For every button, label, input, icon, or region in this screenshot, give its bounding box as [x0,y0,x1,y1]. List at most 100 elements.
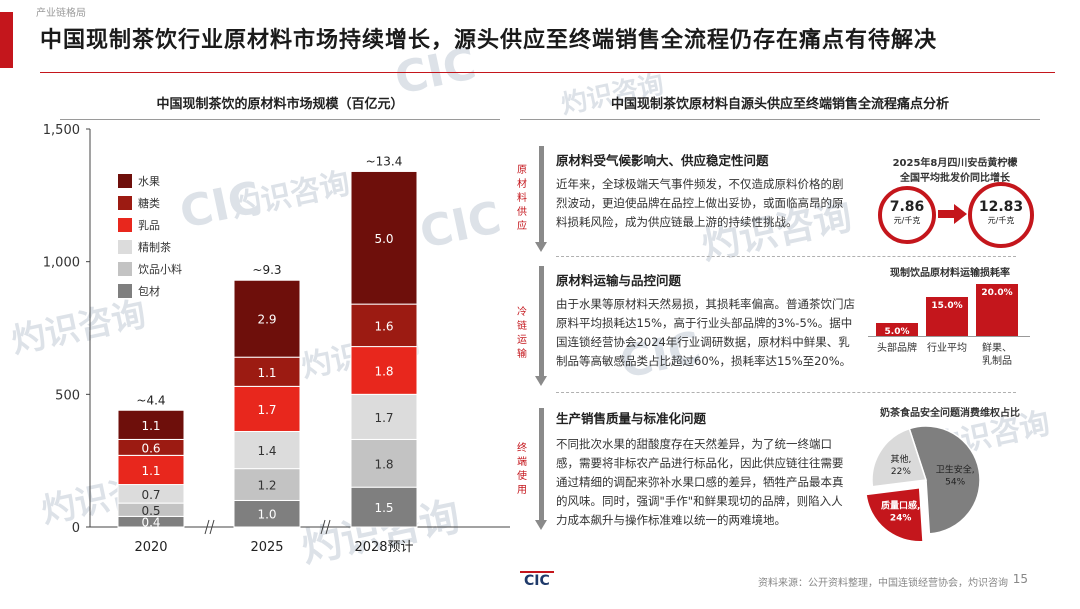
bar-segment-label: 5.0 [374,232,393,246]
legend-label: 精制茶 [138,241,171,254]
price-from-value: 7.86 [889,199,925,215]
bar-segment-精制茶 [350,393,418,440]
stage-label-supply: 原材料供应 [517,165,527,232]
page-title: 中国现制茶饮行业原材料市场持续增长，源头供应至终端销售全流程仍存在痛点有待解决 [40,28,938,53]
price-arrow-icon [938,204,967,224]
bar-segment-label: 1.1 [141,464,160,478]
bar-segment-label: 0.7 [141,488,160,502]
legend-swatch [118,284,132,298]
price-box-title: 2025年8月四川安岳黄柠檬 全国平均批发价同比增长 [892,158,1018,184]
bar-segment-label: 1.8 [374,364,393,378]
x-category-label: 2020 [134,540,167,555]
bar-segment-label: 0.5 [141,504,160,518]
bar-segment-label: 1.1 [257,366,276,380]
section-tag: 产业链格局 [36,8,86,19]
loss-bar-value: 20.0% [981,288,1013,298]
legend-label: 饮品小料 [138,263,182,276]
bar-segment-包材 [233,499,301,528]
right-panel-title: 中国现制茶饮原材料自源头供应至终端销售全流程痛点分析 [610,97,949,112]
pie-slice-label: 卫生安全, 54% [936,463,975,487]
loss-bar-value: 5.0% [884,327,910,337]
axis-break-mark [325,519,331,535]
axis-break-mark [209,519,215,535]
legend-item: 糖类 [118,192,208,214]
loss-bar-category: 鲜果、 乳制品 [982,343,1012,367]
legend-swatch [118,196,132,210]
loss-axis [868,336,1030,337]
legend-item: 乳品 [118,214,208,236]
pain-point-body: 近年来，全球极端天气事件频发，不仅造成原料价格的剧烈波动，更迫使品牌在品控上做出… [556,177,844,229]
divider [556,256,1016,258]
axis-break-mark [204,519,210,535]
stage-arrow-supply [539,146,544,242]
chart-legend: 水果糖类乳品精制茶饮品小料包材 [118,170,208,302]
price-from-circle: 7.86 元/千克 [878,186,936,244]
loss-bar [926,297,968,336]
bar-segment-乳品 [233,385,301,432]
pain-point-title: 原材料受气候影响大、供应稳定性问题 [556,153,769,168]
legend-label: 包材 [138,285,160,298]
y-tick-label: 0 [72,521,80,536]
pie-title: 奶茶食品安全问题消费维权占比 [880,408,1020,419]
pie-slice-质量口感 [865,486,924,541]
axis-break-mark [320,519,326,535]
legend-label: 糖类 [138,197,160,210]
pain-point-2: 原材料运输与品控问题 由于水果等原材料天然易损，其损耗率偏高。普通茶饮门店原料平… [556,270,856,371]
legend-label: 水果 [138,175,160,188]
stage-terminal: 终端使用 [516,440,534,510]
bar-segment-水果 [233,279,301,358]
footer-source: 资料来源：公开资料整理，中国连锁经营协会，灼识咨询 [758,578,1008,589]
bar-segment-label: 1.7 [374,411,393,425]
stage-label-coldchain: 冷链运输 [517,307,527,360]
pain-point-title: 生产销售质量与标准化问题 [556,411,707,426]
bar-segment-label: 2.9 [257,313,276,327]
left-panel-rule [60,119,500,120]
y-tick-label: 1,500 [43,123,80,138]
bar-total-label: ~4.4 [136,393,165,407]
pie-slice-其他 [871,427,927,488]
pain-point-body: 由于水果等原材料天然易损，其损耗率偏高。普通茶饮门店原料平均损耗达15%，高于行… [556,297,855,368]
stage-arrow-coldchain [539,266,544,376]
pie-slice-卫生安全 [908,425,981,535]
bar-segment-label: 1.5 [374,501,393,515]
pain-point-3: 生产销售质量与标准化问题 不同批次水果的甜酸度存在天然差异，为了统一终端口感，需… [556,408,856,530]
left-panel-title: 中国现制茶饮的原材料市场规模（百亿元） [156,97,404,112]
bar-segment-糖类 [350,303,418,348]
right-panel-rule [520,119,1040,120]
pain-point-body: 不同批次水果的甜酸度存在天然差异，为了统一终端口感，需要将非标农产品进行标品化，… [556,437,844,527]
pain-point-title: 原材料运输与品控问题 [556,273,682,288]
loss-bar [876,323,918,336]
price-to-value: 12.83 [978,199,1024,215]
bar-segment-label: 1.4 [257,444,276,458]
bar-segment-label: 1.2 [257,479,276,493]
cic-logo-icon: CIC [520,571,554,589]
consumer-complaint-pie: 卫生安全, 54% 质量口感, 24% 其他, 22% [865,425,981,541]
pie-slice-label: 其他, 22% [890,453,911,477]
legend-item: 包材 [118,280,208,302]
bar-segment-水果 [117,409,185,440]
footer-logo: CIC [520,570,554,589]
x-category-label: 2025 [250,540,283,555]
price-from-unit: 元/千克 [893,216,921,225]
bar-segment-label: 1.6 [374,319,393,333]
bar-segment-精制茶 [233,430,301,470]
x-category-label: 2028预计 [354,540,413,555]
stage-coldchain: 冷链运输 [516,302,534,372]
bar-segment-label: 1.8 [374,457,393,471]
y-tick-label: 1,000 [43,256,80,271]
loss-bar-category: 行业平均 [927,343,967,354]
legend-label: 乳品 [138,219,160,232]
legend-swatch [118,262,132,276]
stage-arrow-head [535,520,547,530]
loss-bar-value: 15.0% [931,301,963,311]
loss-bar-category: 头部品牌 [877,343,917,354]
bar-segment-label: 1.0 [257,508,276,522]
stage-supply: 原材料供应 [516,150,534,250]
page-number: 15 [1012,572,1028,586]
legend-swatch [118,218,132,232]
stage-arrow-terminal [539,408,544,520]
price-to-unit: 元/千克 [987,216,1015,225]
bar-segment-乳品 [350,346,418,395]
stage-arrow-head [535,376,547,386]
bar-segment-label: 1.7 [257,403,276,417]
